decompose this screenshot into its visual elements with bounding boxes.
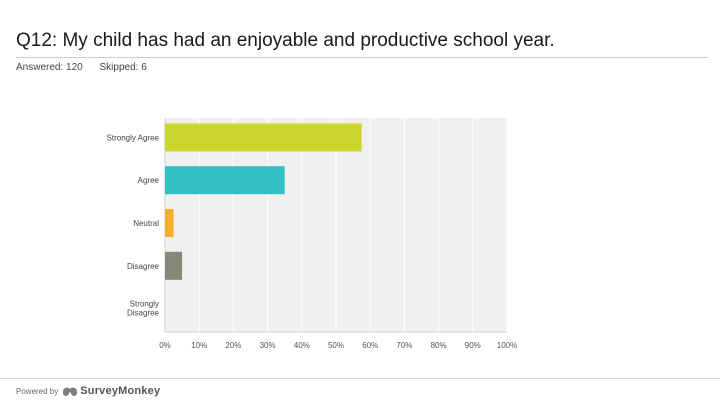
bar — [165, 166, 285, 195]
answered-count: Answered: 120 — [16, 62, 83, 73]
header-divider — [16, 57, 708, 58]
footer-divider — [0, 378, 720, 379]
x-tick-label: 0% — [159, 341, 171, 350]
category-label: Agree — [138, 176, 160, 185]
x-tick-label: 70% — [396, 341, 412, 350]
bar — [165, 209, 174, 237]
question-title: Q12: My child has had an enjoyable and p… — [16, 30, 555, 51]
bar — [165, 123, 362, 152]
x-tick-label: 50% — [328, 341, 344, 350]
powered-by-label: Powered by — [16, 386, 59, 396]
x-tick-label: 30% — [260, 341, 276, 350]
surveymonkey-brand: SurveyMonkey — [80, 385, 161, 397]
footer: Powered by SurveyMonkey — [16, 385, 160, 397]
category-label: Strongly Agree — [107, 133, 160, 142]
category-label: Neutral — [133, 219, 159, 228]
x-tick-label: 60% — [362, 341, 378, 350]
x-tick-label: 10% — [191, 341, 207, 350]
x-tick-label: 20% — [225, 341, 241, 350]
bar — [165, 251, 183, 280]
x-tick-label: 100% — [497, 341, 517, 350]
x-tick-label: 40% — [294, 341, 310, 350]
category-label: Disagree — [127, 262, 160, 271]
x-tick-label: 90% — [465, 341, 481, 350]
x-tick-label: 80% — [431, 341, 447, 350]
response-stats: Answered: 120 Skipped: 6 — [16, 62, 161, 73]
skipped-count: Skipped: 6 — [99, 62, 147, 73]
category-label: Strongly Disagree — [127, 300, 160, 318]
surveymonkey-logo-icon — [63, 387, 78, 396]
